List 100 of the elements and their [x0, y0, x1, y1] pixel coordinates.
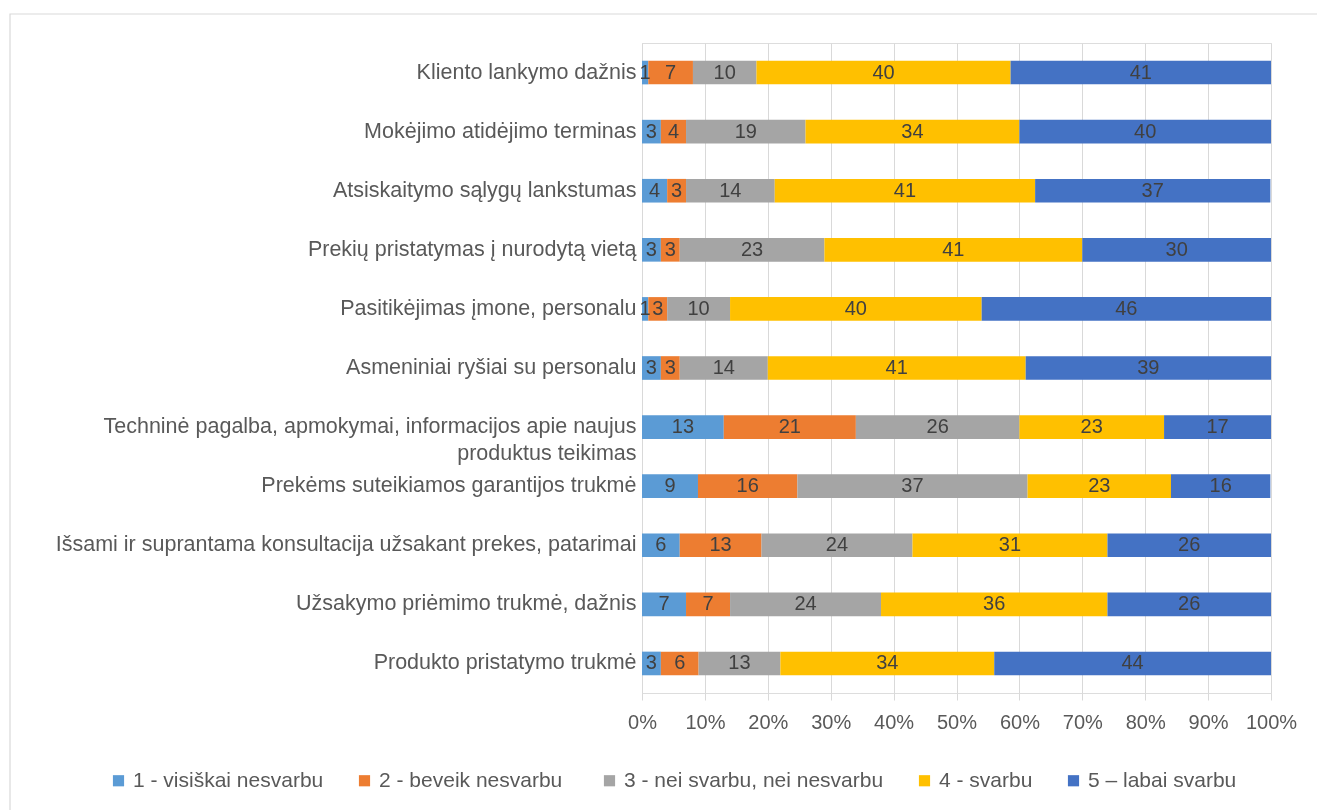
data-label: 3: [664, 356, 676, 378]
data-label: 34: [876, 651, 899, 674]
data-label: 24: [825, 533, 849, 556]
bar: [642, 533, 680, 558]
y-tick-label: Užsakymo priėmimo trukmė, dažnis: [295, 591, 637, 616]
data-label: 3: [645, 651, 657, 674]
y-tick-label: Techninė pagalba, apmokymai, informacijos apie naujus produktus teikimas: [103, 414, 637, 466]
data-label: 16: [736, 474, 759, 497]
bar: [761, 533, 913, 558]
data-label: 4: [649, 178, 661, 201]
bar: [642, 592, 687, 617]
data-label: 19: [734, 119, 757, 142]
x-tick-label: 10%: [685, 710, 726, 733]
bar: [912, 533, 1108, 558]
data-label: 3: [645, 356, 657, 378]
data-label: 10: [687, 296, 710, 319]
y-tick-label: Atsiskaitymo sąlygų lankstumas: [333, 177, 637, 202]
bar: [780, 651, 995, 676]
data-label: 31: [998, 533, 1022, 556]
data-label: 40: [872, 60, 895, 83]
bar: [855, 415, 1020, 439]
legend-label: 3 - nei svarbu, nei nesvarbu: [624, 767, 884, 791]
bar: [881, 592, 1108, 617]
data-label: 41: [893, 178, 917, 201]
data-label: 3: [671, 178, 683, 201]
data-label: 37: [1141, 178, 1164, 201]
bar: [1025, 356, 1271, 380]
x-tick-label: 50%: [936, 710, 978, 733]
data-label: 21: [778, 415, 801, 438]
bar: [1019, 415, 1165, 439]
data-label: 3: [664, 237, 676, 260]
legend-label: 4 - svarbu: [939, 767, 1033, 791]
data-label: 26: [1178, 592, 1201, 615]
data-label: 9: [664, 474, 676, 497]
bar: [1107, 592, 1271, 617]
data-label: 34: [901, 119, 924, 142]
y-tick-label: Asmeniniai ryšiai su personalu: [346, 355, 637, 379]
x-tick-label: 40%: [874, 710, 915, 733]
x-tick-label: 0%: [628, 710, 658, 733]
x-tick-label: 90%: [1188, 710, 1229, 733]
data-label: 16: [1209, 474, 1232, 497]
data-label: 24: [794, 592, 817, 615]
bar: [667, 297, 731, 321]
bar: [730, 592, 882, 617]
bar: [756, 60, 1011, 85]
bar: [679, 533, 762, 558]
bar: [774, 178, 1036, 203]
y-tick-label: Kliento lankymo dažnis: [416, 59, 637, 84]
data-label: 6: [655, 533, 667, 556]
data-label: 13: [709, 533, 732, 556]
bar: [723, 415, 856, 439]
data-label: 30: [1165, 237, 1188, 260]
bar: [1027, 474, 1171, 498]
x-tick-label: 20%: [748, 710, 789, 733]
data-label: 14: [719, 178, 742, 201]
data-label: 6: [674, 651, 686, 674]
data-label: 40: [1134, 119, 1157, 142]
data-label: 44: [1121, 651, 1144, 674]
data-label: 41: [1129, 60, 1152, 83]
data-label: 46: [1115, 296, 1138, 319]
data-label: 41: [942, 237, 965, 260]
y-tick-label: Išsami ir suprantama konsultacija užsakant prekes, patarimai: [55, 532, 637, 557]
bar: [797, 474, 1028, 498]
data-label: 13: [671, 415, 695, 438]
bar: [648, 60, 693, 85]
data-label: 37: [901, 474, 924, 497]
bar: [1164, 415, 1271, 439]
data-label: 7: [702, 592, 714, 615]
bar: [981, 297, 1271, 321]
bar: [642, 415, 724, 439]
data-label: 40: [844, 296, 867, 319]
bar: [642, 474, 698, 498]
y-tick-label: Produkto pristatymo trukmė: [373, 650, 637, 675]
data-label: 23: [1088, 474, 1111, 497]
legend-label: 5 – labai svarbu: [1088, 767, 1237, 791]
x-tick-label: 100%: [1245, 710, 1298, 733]
bar: [1170, 474, 1271, 498]
legend-label: 2 - beveik nesvarbu: [379, 767, 563, 791]
y-tick-label: Pasitikėjimas įmone, personalu: [340, 295, 637, 320]
data-label: 14: [712, 356, 735, 378]
data-label: 17: [1206, 415, 1229, 438]
bar: [1035, 178, 1271, 203]
data-label: 26: [926, 415, 949, 438]
bar: [679, 356, 768, 380]
data-label: 36: [983, 592, 1006, 615]
y-tick-label: Prekėms suteikiamos garantijos trukmė: [261, 473, 637, 498]
data-label: 7: [658, 592, 670, 615]
data-label: 7: [665, 60, 677, 83]
bar: [679, 238, 825, 262]
bar: [994, 651, 1271, 676]
x-tick-label: 80%: [1125, 710, 1166, 733]
data-label: 13: [728, 651, 751, 674]
data-label: 26: [1178, 533, 1201, 556]
data-label: 10: [713, 60, 736, 83]
bar: [767, 356, 1026, 380]
bar: [686, 119, 806, 144]
bar: [686, 592, 731, 617]
bar: [824, 238, 1083, 262]
data-label: 23: [740, 237, 764, 260]
data-label: 23: [1080, 415, 1103, 438]
